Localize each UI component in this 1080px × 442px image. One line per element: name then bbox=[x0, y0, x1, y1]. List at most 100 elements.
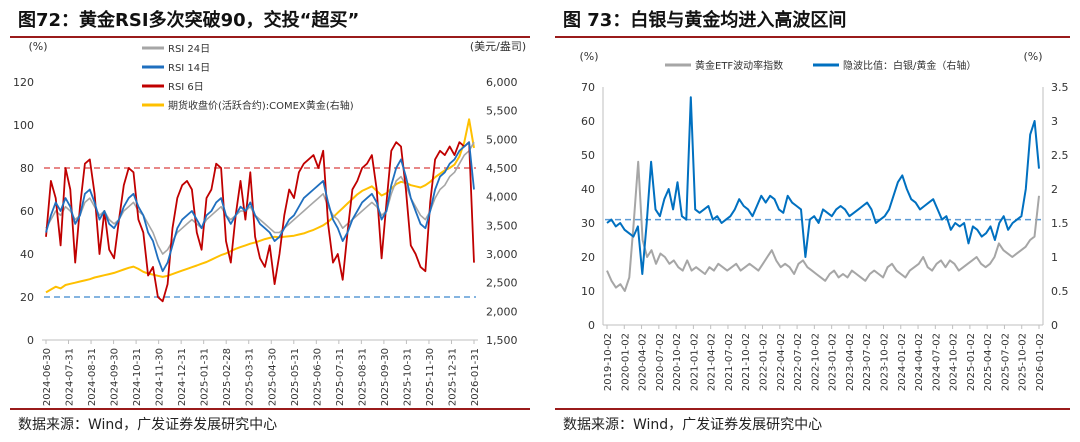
x-tick-label: 2023-07-02 bbox=[862, 333, 873, 391]
y2-tick-label: 5,500 bbox=[486, 105, 518, 118]
source-note-left: 数据来源：Wind，广发证券发展研究中心 bbox=[18, 417, 278, 433]
x-tick-label: 2026-01-02 bbox=[1035, 333, 1046, 391]
x-tick-label: 2025-07-31 bbox=[335, 348, 346, 406]
y-tick-label: 20 bbox=[581, 251, 595, 264]
y-tick-label: 80 bbox=[20, 162, 34, 175]
x-tick-label: 2024-12-31 bbox=[177, 348, 188, 406]
x-tick-label: 2025-05-31 bbox=[290, 348, 301, 406]
chart-panel-volatility: 图 73：白银与黄金均进入高波区间 (%) 0 10 20 30 40 50 60 70 (%) 0… bbox=[545, 0, 1080, 442]
x-tick-label: 2021-10-02 bbox=[741, 333, 752, 391]
y2-tick-label: 1 bbox=[1051, 251, 1058, 264]
legend-label: RSI 14日 bbox=[168, 63, 210, 74]
source-note-right: 数据来源：Wind，广发证券发展研究中心 bbox=[563, 417, 823, 433]
x-tick-label: 2024-07-31 bbox=[65, 348, 76, 406]
x-tick-label: 2024-08-31 bbox=[87, 348, 98, 406]
y2-tick-label: 2,000 bbox=[486, 305, 518, 318]
series-line-2 bbox=[45, 141, 475, 303]
x-tick-label: 2023-04-02 bbox=[845, 333, 856, 391]
y-tick-label: 120 bbox=[13, 76, 34, 89]
y2-tick-label: 3,000 bbox=[486, 248, 518, 261]
y-axis-label: (%) bbox=[28, 40, 47, 53]
x-tick-label: 2025-10-02 bbox=[1018, 333, 1029, 391]
y2-tick-label: 4,000 bbox=[486, 191, 518, 204]
y-axis-label: (%) bbox=[579, 50, 598, 63]
title-divider-left bbox=[10, 36, 530, 38]
chart-title-left: 图72：黄金RSI多次突破90，交投“超买” bbox=[18, 10, 360, 31]
x-tick-label: 2023-10-02 bbox=[879, 333, 890, 391]
x-tick-label: 2025-01-02 bbox=[966, 333, 977, 391]
x-tick-label: 2024-06-30 bbox=[42, 348, 53, 406]
x-tick-label: 2024-07-02 bbox=[931, 333, 942, 391]
y2-tick-label: 3.5 bbox=[1051, 81, 1069, 94]
series-line-1 bbox=[45, 141, 475, 273]
y-tick-label: 60 bbox=[581, 115, 595, 128]
x-tick-label: 2020-04-02 bbox=[638, 333, 649, 391]
y2-tick-label: 3 bbox=[1051, 115, 1058, 128]
series-line-3 bbox=[45, 118, 475, 294]
x-tick-label: 2024-11-30 bbox=[155, 348, 166, 406]
y-tick-label: 60 bbox=[20, 205, 34, 218]
y-tick-label: 40 bbox=[581, 183, 595, 196]
y2-tick-label: 6,000 bbox=[486, 76, 518, 89]
x-tick-label: 2025-01-31 bbox=[200, 348, 211, 406]
x-tick-label: 2022-04-02 bbox=[776, 333, 787, 391]
y2-tick-label: 2 bbox=[1051, 183, 1058, 196]
title-divider-right bbox=[555, 36, 1070, 38]
x-tick-label: 2025-04-30 bbox=[267, 348, 278, 406]
x-tick-label: 2024-10-31 bbox=[132, 348, 143, 406]
y2-tick-label: 1,500 bbox=[486, 334, 518, 347]
x-tick-label: 2025-06-30 bbox=[312, 348, 323, 406]
y2-tick-label: 0 bbox=[1051, 319, 1058, 332]
x-tick-label: 2025-07-02 bbox=[1000, 333, 1011, 391]
legend-label: RSI 24日 bbox=[168, 44, 210, 55]
y-tick-label: 70 bbox=[581, 81, 595, 94]
y-tick-label: 50 bbox=[581, 149, 595, 162]
x-tick-label: 2025-08-31 bbox=[357, 348, 368, 406]
y2-tick-label: 5,000 bbox=[486, 133, 518, 146]
x-tick-label: 2025-10-31 bbox=[402, 348, 413, 406]
y-tick-label: 0 bbox=[27, 334, 34, 347]
x-tick-label: 2025-02-28 bbox=[222, 348, 233, 406]
y-tick-label: 100 bbox=[13, 119, 34, 132]
x-tick-label: 2022-10-02 bbox=[810, 333, 821, 391]
x-tick-label: 2024-10-02 bbox=[949, 333, 960, 391]
chart-title-right: 图 73：白银与黄金均进入高波区间 bbox=[563, 10, 847, 31]
y-tick-label: 0 bbox=[588, 319, 595, 332]
y-tick-label: 20 bbox=[20, 291, 34, 304]
y2-axis-label: (美元/盎司) bbox=[470, 39, 526, 53]
y-tick-label: 30 bbox=[581, 217, 595, 230]
x-tick-label: 2021-07-02 bbox=[724, 333, 735, 391]
y2-tick-label: 2.5 bbox=[1051, 149, 1069, 162]
legend-label: 期货收盘价(活跃合约):COMEX黄金(右轴) bbox=[168, 99, 354, 112]
legend-label: 隐波比值：白银/黄金（右轴） bbox=[843, 59, 976, 72]
x-tick-label: 2024-09-30 bbox=[110, 348, 121, 406]
source-divider-right bbox=[555, 408, 1070, 410]
legend-label: RSI 6日 bbox=[168, 82, 204, 93]
x-tick-label: 2025-04-02 bbox=[983, 333, 994, 391]
x-tick-label: 2022-07-02 bbox=[793, 333, 804, 391]
x-tick-label: 2024-04-02 bbox=[914, 333, 925, 391]
x-tick-label: 2021-04-02 bbox=[707, 333, 718, 391]
x-tick-label: 2020-07-02 bbox=[655, 333, 666, 391]
chart-panel-rsi: 图72：黄金RSI多次突破90，交投“超买” (%) 0 20 40 60 80 100 12… bbox=[10, 10, 530, 433]
x-tick-label: 2023-01-02 bbox=[828, 333, 839, 391]
y-tick-label: 10 bbox=[581, 285, 595, 298]
x-tick-label: 2026-01-31 bbox=[470, 348, 481, 406]
y2-axis-label: (%) bbox=[1023, 50, 1042, 63]
y2-tick-label: 2,500 bbox=[486, 277, 518, 290]
x-tick-label: 2025-12-31 bbox=[447, 348, 458, 406]
rsi-chart: (%) 0 20 40 60 80 100 120 (美元/盎司) 1,500 2,000 2,500… bbox=[13, 39, 526, 406]
x-tick-label: 2019-10-02 bbox=[603, 333, 614, 391]
y2-tick-label: 1.5 bbox=[1051, 217, 1069, 230]
x-tick-label: 2025-11-30 bbox=[425, 348, 436, 406]
series-line-1 bbox=[606, 96, 1040, 275]
x-tick-label: 2022-01-02 bbox=[759, 333, 770, 391]
volatility-chart: (%) 0 10 20 30 40 50 60 70 (%) 0 0.5 1 1.5 2 2.5 3 3.5 201… bbox=[579, 50, 1069, 391]
y2-tick-label: 3,500 bbox=[486, 219, 518, 232]
y2-tick-label: 4,500 bbox=[486, 162, 518, 175]
x-tick-label: 2020-10-02 bbox=[672, 333, 683, 391]
x-tick-label: 2025-03-31 bbox=[245, 348, 256, 406]
series-line-0 bbox=[606, 160, 1040, 292]
y-tick-label: 40 bbox=[20, 248, 34, 261]
legend-label: 黄金ETF波动率指数 bbox=[695, 59, 783, 72]
